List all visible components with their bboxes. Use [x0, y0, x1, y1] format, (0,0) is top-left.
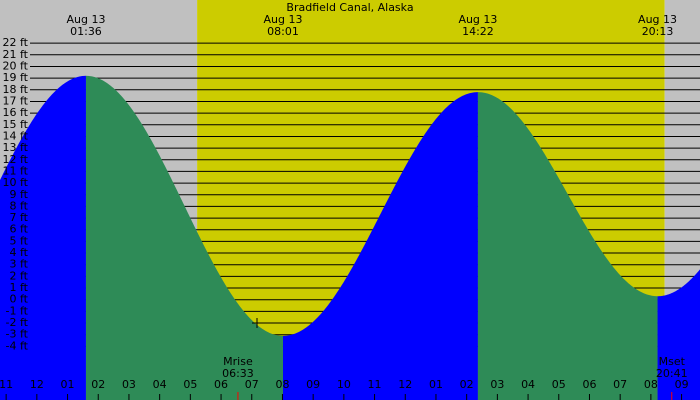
y-tick-label: 12 ft	[3, 153, 29, 166]
x-tick-label: 04	[153, 378, 167, 391]
y-tick-label: 7 ft	[10, 211, 29, 224]
extreme-date: Aug 13	[458, 13, 497, 26]
falling-tide	[85, 75, 283, 400]
extreme-time: 01:36	[70, 25, 102, 38]
chart-title: Bradfield Canal, Alaska	[286, 1, 413, 14]
y-tick-label: 0 ft	[10, 293, 29, 306]
cursor	[252, 318, 262, 328]
y-tick-label: 16 ft	[3, 106, 29, 119]
y-tick-label: 5 ft	[10, 234, 29, 247]
tide-fills	[0, 75, 700, 400]
x-tick-label: 02	[460, 378, 474, 391]
x-tick-label: 07	[613, 378, 627, 391]
y-tick-label: 13 ft	[3, 141, 29, 154]
moon-event: Mset	[659, 355, 686, 368]
y-tick-label: 11 ft	[3, 164, 29, 177]
moon-time: 20:41	[656, 367, 688, 380]
extreme-time: 08:01	[267, 25, 299, 38]
extreme-date: Aug 13	[638, 13, 677, 26]
y-tick-label: 9 ft	[10, 188, 29, 201]
x-tick-label: 04	[521, 378, 535, 391]
moon-time: 06:33	[222, 367, 254, 380]
x-tick-label: 03	[122, 378, 136, 391]
falling-tide	[477, 92, 658, 400]
x-tick-label: 08	[644, 378, 658, 391]
y-tick-label: -1 ft	[6, 304, 29, 317]
x-tick-label: 02	[91, 378, 105, 391]
x-tick-label: 08	[275, 378, 289, 391]
y-tick-label: 4 ft	[10, 246, 29, 259]
y-tick-label: 22 ft	[3, 36, 29, 49]
x-tick-label: 12	[398, 378, 412, 391]
y-tick-label: 3 ft	[10, 258, 29, 271]
extreme-time: 20:13	[642, 25, 674, 38]
y-tick-label: 15 ft	[3, 118, 29, 131]
x-tick-label: 01	[429, 378, 443, 391]
y-tick-label: 6 ft	[10, 223, 29, 236]
y-tick-label: 20 ft	[3, 59, 29, 72]
x-tick-label: 05	[552, 378, 566, 391]
x-tick-label: 03	[490, 378, 504, 391]
y-tick-label: 1 ft	[10, 281, 29, 294]
y-tick-label: 19 ft	[3, 71, 29, 84]
rising-tide	[282, 92, 478, 400]
extreme-date: Aug 13	[263, 13, 302, 26]
y-tick-label: -4 ft	[6, 339, 29, 352]
x-tick-label: 06	[582, 378, 596, 391]
x-tick-label: 06	[214, 378, 228, 391]
y-tick-label: 8 ft	[10, 199, 29, 212]
x-tick-label: 05	[183, 378, 197, 391]
x-tick-label: 07	[245, 378, 259, 391]
x-tick-label: 10	[337, 378, 351, 391]
y-tick-label: 10 ft	[3, 176, 29, 189]
x-tick-label: 01	[61, 378, 75, 391]
y-tick-label: 14 ft	[3, 129, 29, 142]
y-tick-label: 2 ft	[10, 269, 29, 282]
extreme-date: Aug 13	[66, 13, 105, 26]
moon-event: Mrise	[223, 355, 253, 368]
y-tick-label: 21 ft	[3, 48, 29, 61]
rising-tide	[0, 75, 86, 400]
rising-tide	[657, 269, 700, 400]
x-tick-label: 09	[675, 378, 689, 391]
y-tick-label: -3 ft	[6, 328, 29, 341]
x-tick-label: 12	[30, 378, 44, 391]
y-tick-label: 18 ft	[3, 83, 29, 96]
y-tick-label: -2 ft	[6, 316, 29, 329]
y-tick-label: 17 ft	[3, 94, 29, 107]
x-tick-label: 11	[368, 378, 382, 391]
x-tick-label: 11	[0, 378, 13, 391]
extreme-time: 14:22	[462, 25, 494, 38]
x-tick-label: 09	[306, 378, 320, 391]
